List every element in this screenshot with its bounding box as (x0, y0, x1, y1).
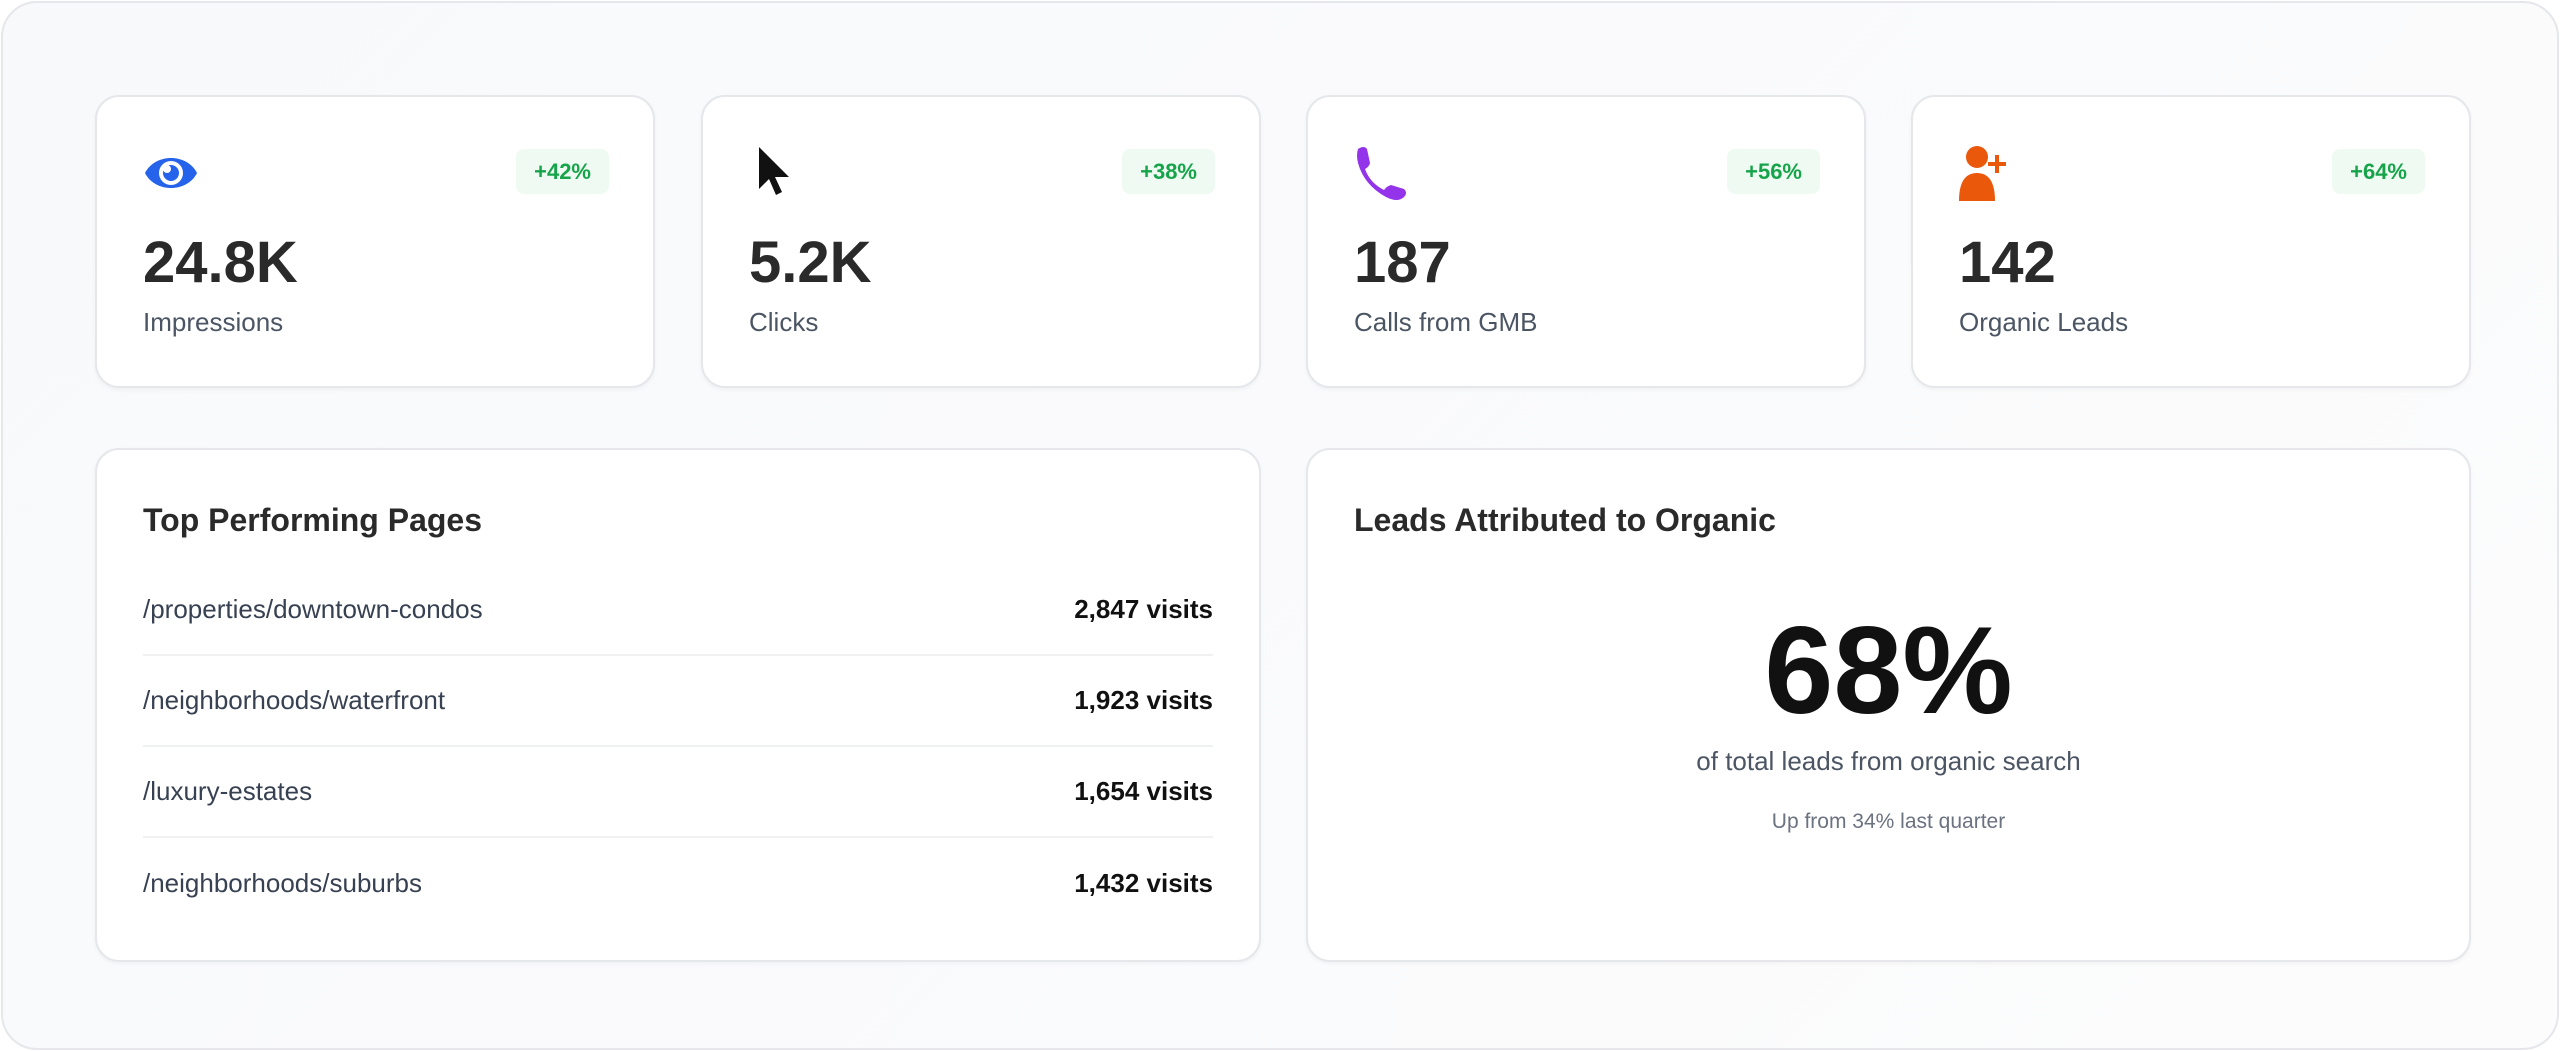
phone-icon (1357, 147, 1406, 200)
cursor-icon (759, 147, 789, 195)
page-path: /neighborhoods/suburbs (143, 868, 422, 898)
page-row[interactable]: /neighborhoods/waterfront 1,923 visits (143, 656, 1213, 747)
organic-leads-panel: Leads Attributed to Organic 68% of total… (1306, 448, 2471, 962)
stat-value: 142 (1959, 230, 2056, 295)
top-pages-panel: Top Performing Pages /properties/downtow… (95, 448, 1261, 962)
change-badge: +42% (516, 149, 609, 194)
stat-card-impressions: +42% 24.8K Impressions (95, 95, 655, 388)
page-visits: 1,654 visits (1074, 776, 1213, 806)
page-row[interactable]: /neighborhoods/suburbs 1,432 visits (143, 838, 1213, 929)
eye-icon (145, 158, 197, 188)
stat-value: 187 (1354, 230, 1451, 295)
organic-percentage: 68% (1764, 602, 2013, 740)
page-visits: 1,923 visits (1074, 685, 1213, 715)
page-path: /neighborhoods/waterfront (143, 685, 446, 715)
stat-label: Calls from GMB (1354, 307, 1538, 337)
page-path: /luxury-estates (143, 776, 313, 806)
stat-value: 5.2K (749, 230, 872, 295)
stat-label: Clicks (749, 307, 819, 337)
page-visits: 2,847 visits (1074, 594, 1213, 624)
page-row[interactable]: /luxury-estates 1,654 visits (143, 747, 1213, 838)
page-visits: 1,432 visits (1074, 868, 1213, 898)
stat-label: Organic Leads (1959, 307, 2129, 337)
page-path: /properties/downtown-condos (143, 594, 483, 624)
organic-caption: of total leads from organic search (1696, 746, 2081, 776)
panel-title: Leads Attributed to Organic (1354, 502, 1776, 538)
change-badge: +38% (1122, 149, 1215, 194)
panel-title: Top Performing Pages (143, 502, 483, 538)
organic-note: Up from 34% last quarter (1771, 810, 2006, 833)
page-row[interactable]: /properties/downtown-condos 2,847 visits (143, 565, 1213, 656)
user-plus-icon (1959, 146, 2006, 201)
stat-label: Impressions (143, 307, 284, 337)
change-badge: +64% (2332, 149, 2425, 194)
change-badge: +56% (1727, 149, 1820, 194)
stat-card-calls: +56% 187 Calls from GMB (1306, 95, 1866, 388)
stat-card-leads: +64% 142 Organic Leads (1911, 95, 2471, 388)
stat-value: 24.8K (143, 230, 298, 295)
stat-card-clicks: +38% 5.2K Clicks (701, 95, 1261, 388)
